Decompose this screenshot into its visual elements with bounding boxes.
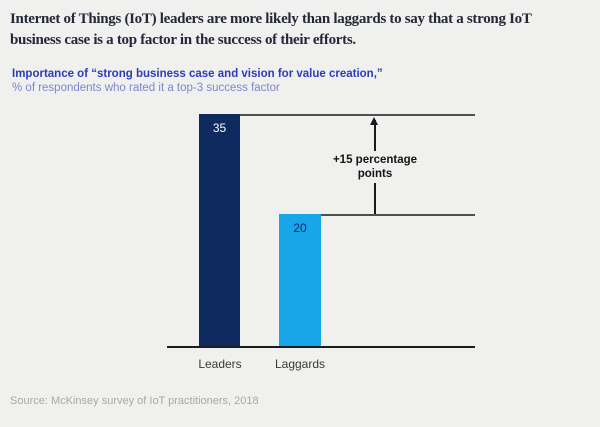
leaders-level-line	[199, 114, 475, 116]
bar-leaders-value: 35	[212, 121, 227, 135]
chart-title: Importance of “strong business case and …	[12, 68, 383, 80]
page-title: Internet of Things (IoT) leaders are mor…	[10, 11, 532, 48]
source-note: Source: McKinsey survey of IoT practitio…	[10, 395, 259, 407]
category-label-leaders: Leaders	[198, 357, 242, 371]
bar-laggards: 20	[279, 214, 321, 347]
arrow-up-icon	[370, 117, 379, 125]
category-label-laggards: Laggards	[274, 357, 326, 371]
difference-annotation: +15 percentage points	[315, 151, 435, 183]
bar-leaders: 35	[199, 114, 240, 347]
x-axis-line	[167, 346, 475, 348]
chart-subtitle: % of respondents who rated it a top-3 su…	[12, 82, 280, 94]
laggards-level-line	[279, 214, 475, 216]
bar-laggards-value: 20	[293, 221, 307, 235]
